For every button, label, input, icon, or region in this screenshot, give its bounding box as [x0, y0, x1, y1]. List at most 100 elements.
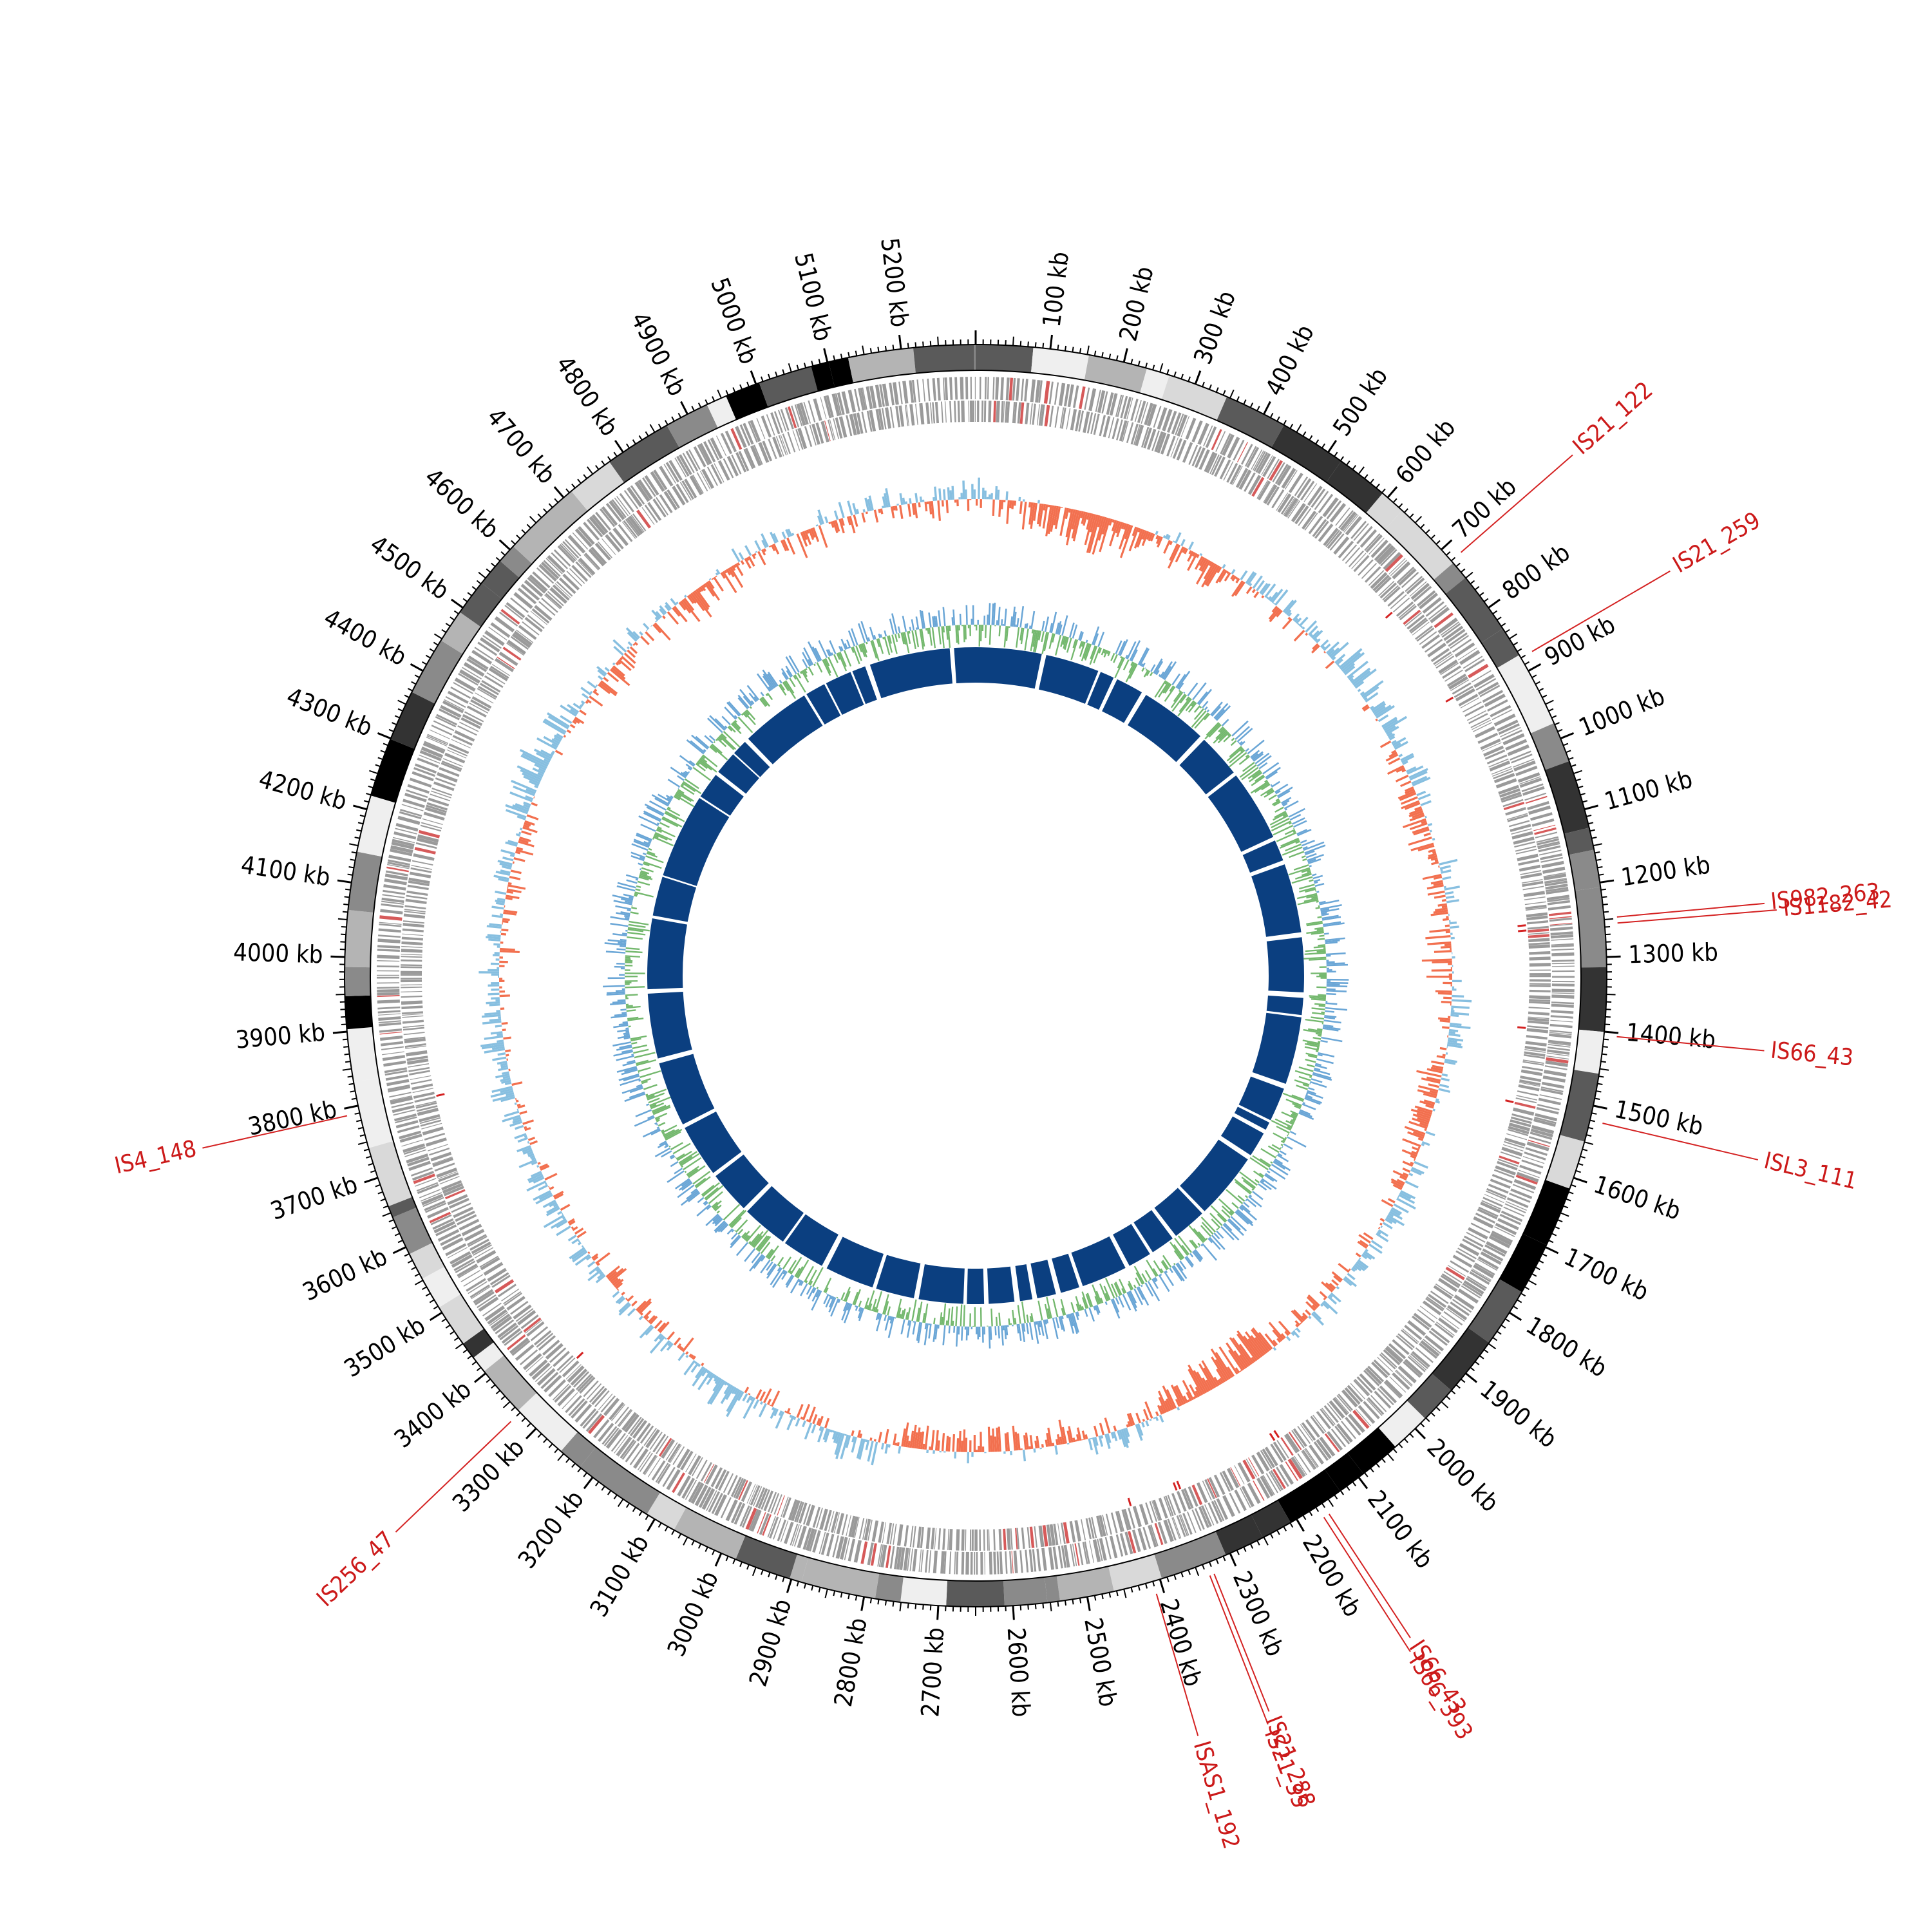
- gc-skew-bar: [680, 1191, 699, 1206]
- cds-feature: [377, 1006, 401, 1010]
- gc-content-bar: [1440, 869, 1443, 872]
- gc-skew-bar: [907, 1307, 911, 1320]
- cds-feature: [1154, 431, 1164, 453]
- cds-feature: [1513, 760, 1536, 772]
- cds-feature: [463, 662, 485, 677]
- cds-feature: [879, 384, 886, 407]
- gc-skew-bar: [1245, 1198, 1257, 1208]
- cds-feature: [569, 568, 585, 584]
- major-tick: [1593, 1104, 1607, 1110]
- cds-feature: [1312, 1414, 1327, 1432]
- tick-label: 2900 kb: [744, 1596, 797, 1690]
- cds-feature: [1537, 842, 1560, 849]
- cds-feature: [849, 413, 857, 436]
- gc-content-bar: [890, 506, 895, 518]
- gc-content-bar: [1175, 532, 1182, 544]
- gc-content-bar: [731, 565, 736, 571]
- cds-feature: [734, 1502, 746, 1525]
- cds-feature: [636, 509, 652, 529]
- gc-content-bar: [531, 1160, 538, 1166]
- gc-skew-bar: [864, 1297, 869, 1309]
- gc-content-bar: [808, 529, 815, 540]
- gc-skew-bar: [651, 794, 670, 806]
- cds-feature: [1551, 952, 1575, 956]
- gc-content-bar: [1157, 536, 1163, 548]
- cds-feature: [957, 401, 960, 422]
- cds-feature: [672, 1472, 686, 1493]
- cds-feature: [1525, 907, 1547, 911]
- cds-feature: [1239, 1487, 1251, 1508]
- gc-skew-bar: [648, 1097, 660, 1104]
- gc-skew-bar: [1090, 645, 1096, 659]
- gc-content-bar: [697, 1370, 712, 1390]
- minor-tick: [1256, 1540, 1260, 1546]
- minor-tick: [462, 1349, 468, 1354]
- cds-feature: [1034, 1526, 1038, 1548]
- gc-content-bar: [1404, 802, 1421, 810]
- gc-content-bar: [1396, 1197, 1416, 1210]
- gc-skew-bar: [1298, 1112, 1314, 1121]
- gc-skew-bar: [677, 789, 685, 794]
- cds-feature: [401, 804, 424, 811]
- gc-skew-bar: [1113, 654, 1118, 663]
- cds-feature: [1180, 415, 1190, 438]
- gc-skew-bar: [1020, 627, 1025, 645]
- cds-feature: [1465, 1277, 1486, 1291]
- gc-content-bar: [845, 1435, 851, 1448]
- gc-content-bar: [1422, 873, 1442, 880]
- gc-skew-bar: [1133, 1288, 1144, 1305]
- gc-skew-bar: [624, 915, 630, 918]
- minor-tick: [1578, 1162, 1584, 1166]
- gc-content-bar: [1413, 1131, 1425, 1137]
- minor-tick: [1166, 369, 1170, 375]
- minor-tick: [1548, 708, 1554, 712]
- cds-feature: [586, 1383, 602, 1400]
- gc-skew-bar: [995, 1316, 998, 1327]
- minor-tick: [1566, 1198, 1571, 1202]
- gc-content-bar: [926, 501, 929, 505]
- cds-feature: [889, 383, 895, 406]
- gc-skew-bar: [664, 1144, 669, 1149]
- cds-feature: [473, 1289, 493, 1303]
- minor-tick: [1591, 1112, 1597, 1115]
- cds-feature: [1151, 430, 1160, 451]
- gc-skew-bar: [1141, 1284, 1143, 1287]
- cds-feature: [692, 474, 704, 494]
- gc-skew-bar: [1323, 947, 1326, 949]
- cds-feature: [922, 379, 925, 402]
- cds-feature: [735, 452, 747, 473]
- cds-feature: [1493, 773, 1515, 784]
- gc-skew-bar: [1081, 1291, 1089, 1309]
- minor-tick: [1557, 728, 1563, 732]
- cds-feature: [433, 720, 455, 732]
- cds-feature: [1137, 401, 1146, 423]
- cds-feature: [623, 489, 639, 509]
- cds-feature: [383, 884, 406, 891]
- gc-skew-bar: [1128, 662, 1135, 674]
- cds-feature: [949, 377, 953, 400]
- cds-feature: [672, 1446, 685, 1465]
- minor-tick: [1321, 1502, 1326, 1508]
- cds-feature: [408, 1066, 430, 1072]
- minor-tick: [345, 888, 351, 891]
- minor-tick: [1524, 661, 1530, 665]
- gc-content-bar: [864, 497, 870, 512]
- cds-feature: [511, 1340, 531, 1356]
- cds-feature: [570, 1368, 588, 1386]
- cds-feature: [1477, 1208, 1498, 1220]
- cds-feature: [1353, 554, 1370, 573]
- gc-skew-bar: [1271, 781, 1280, 788]
- gc-skew-bar: [1294, 1070, 1312, 1077]
- gc-content-bar: [789, 1414, 793, 1418]
- cds-feature: [1466, 1276, 1487, 1289]
- cds-feature: [1443, 625, 1464, 641]
- cds-feature: [1307, 486, 1323, 506]
- gc-skew-bar: [1314, 1067, 1321, 1071]
- gc-content-bar: [1028, 502, 1032, 507]
- cds-feature: [1046, 1524, 1052, 1546]
- cds-feature: [614, 497, 629, 516]
- karyotype-band: [828, 357, 853, 387]
- minor-tick: [1560, 1212, 1569, 1217]
- cds-feature: [652, 498, 667, 518]
- gc-content-bar: [1353, 668, 1377, 687]
